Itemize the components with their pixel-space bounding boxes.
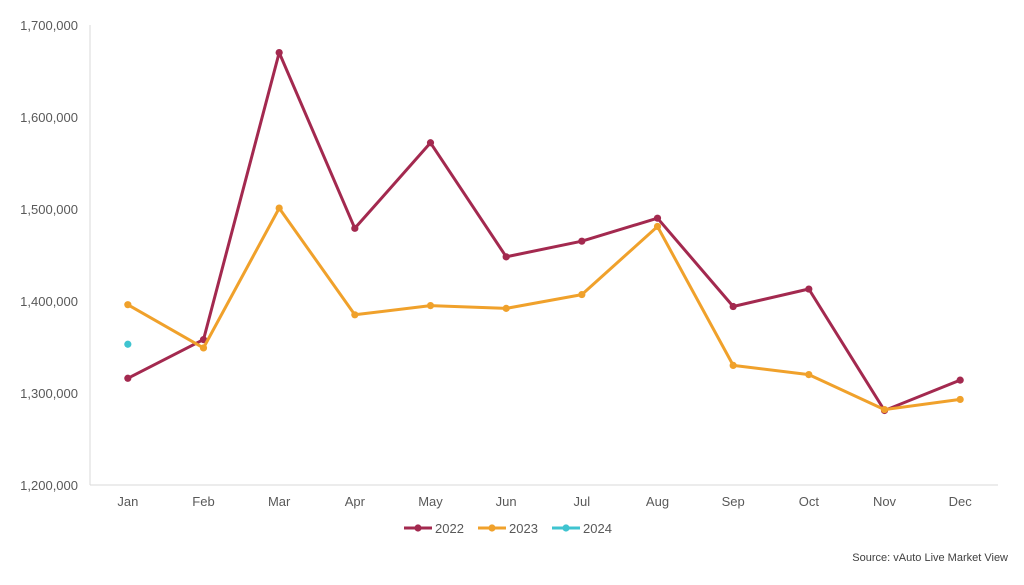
data-point-2023 (578, 290, 586, 299)
y-tick-label: 1,600,000 (20, 110, 78, 125)
x-axis-tick-labels: Jan Feb Mar Apr May Jun Jul Aug Sep Oct Nov Dec (117, 494, 972, 509)
y-tick-label: 1,500,000 (20, 202, 78, 217)
data-point-2023 (805, 371, 813, 379)
data-point-2022 (275, 49, 283, 57)
legend-item-2024: 2024 (552, 521, 612, 536)
legend-swatch-marker (488, 524, 496, 532)
legend-label: 2023 (509, 521, 538, 536)
legend-swatch-marker (414, 524, 422, 532)
x-tick-label: Feb (192, 494, 214, 509)
legend: 2022 2023 2024 (404, 521, 612, 536)
x-tick-label: May (418, 494, 443, 509)
source-note: Source: vAuto Live Market View (852, 552, 1008, 564)
data-point-2022 (956, 376, 964, 384)
x-tick-label: Sep (722, 494, 745, 509)
x-tick-label: Nov (873, 494, 897, 509)
series-lines (124, 49, 964, 415)
y-tick-label: 1,300,000 (20, 386, 78, 401)
data-point-2022 (578, 237, 586, 245)
data-point-2022 (729, 302, 737, 311)
x-tick-label: Mar (268, 494, 291, 509)
data-point-2022 (124, 374, 132, 382)
x-tick-label: Jan (117, 494, 138, 509)
y-tick-label: 1,200,000 (20, 478, 78, 493)
legend-item-2022: 2022 (404, 521, 464, 536)
data-point-2022 (502, 253, 510, 261)
data-point-2023 (502, 304, 510, 312)
x-tick-label: Dec (949, 494, 973, 509)
data-point-2023 (880, 405, 889, 414)
series-line-2022 (126, 51, 962, 412)
x-tick-label: Oct (799, 494, 820, 509)
legend-label: 2022 (435, 521, 464, 536)
y-tick-label: 1,400,000 (20, 294, 78, 309)
x-tick-label: Jun (496, 494, 517, 509)
data-point-2024 (124, 340, 132, 348)
x-tick-label: Apr (345, 494, 366, 509)
x-tick-label: Jul (574, 494, 591, 509)
axes (89, 25, 998, 486)
data-point-2023 (653, 222, 662, 231)
data-point-2023 (199, 344, 208, 352)
legend-item-2023: 2023 (478, 521, 538, 536)
legend-swatch-marker (562, 524, 570, 532)
y-axis-tick-labels: 1,200,000 1,300,000 1,400,000 1,500,000 1,60… (20, 18, 78, 493)
data-point-2023 (956, 395, 964, 404)
data-point-2023 (426, 302, 435, 310)
data-point-2023 (729, 361, 737, 369)
data-point-2023 (351, 311, 359, 319)
data-point-2022 (805, 285, 813, 293)
series-2024 (124, 340, 132, 348)
data-point-2022 (426, 139, 435, 147)
data-point-2022 (351, 224, 359, 232)
data-point-2023 (275, 204, 283, 212)
series-line-2023 (126, 206, 962, 412)
y-tick-label: 1,700,000 (20, 18, 78, 33)
x-tick-label: Aug (646, 494, 669, 509)
data-point-2023 (124, 301, 132, 309)
data-point-2022 (653, 214, 662, 222)
series-2023 (124, 204, 964, 414)
series-2022 (124, 49, 964, 415)
legend-label: 2024 (583, 521, 612, 536)
